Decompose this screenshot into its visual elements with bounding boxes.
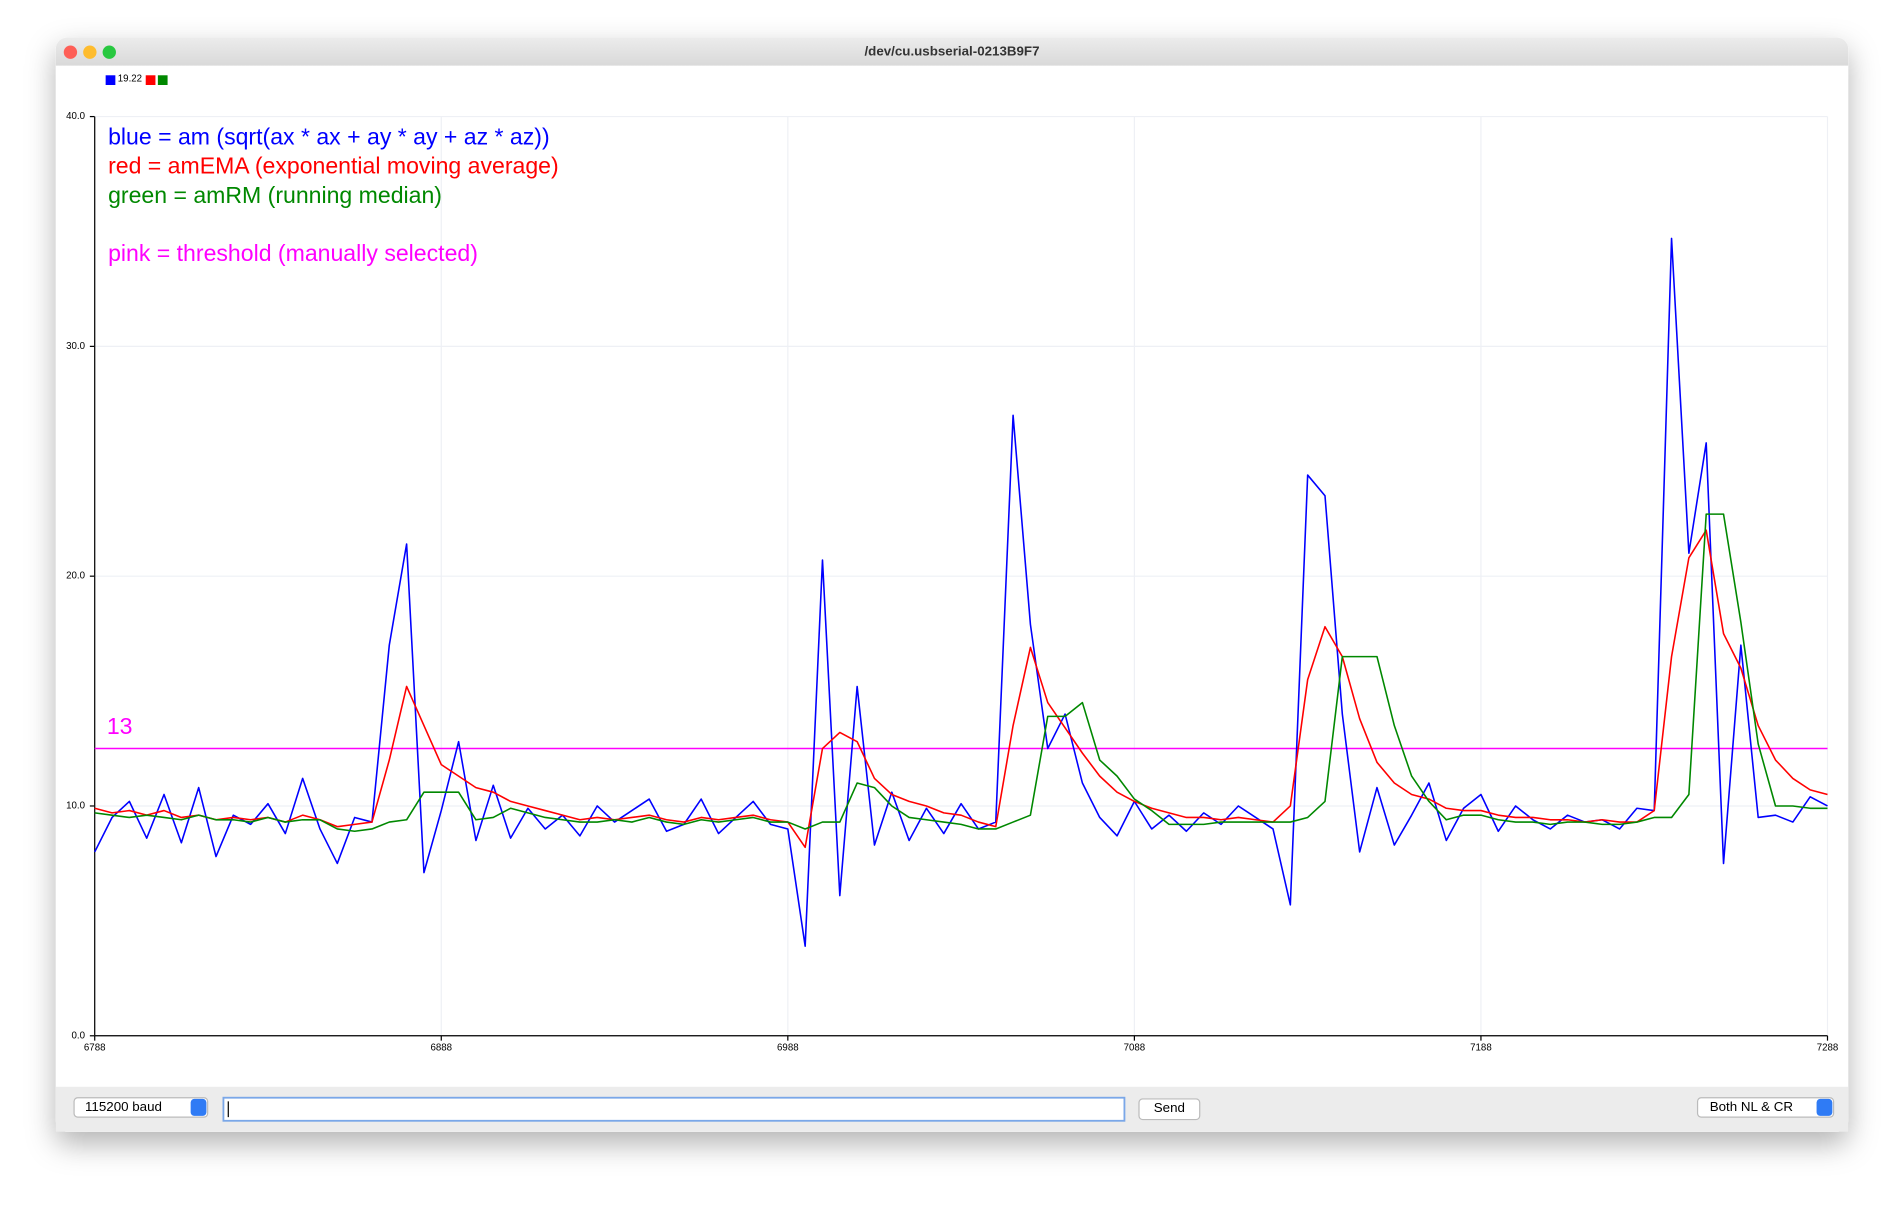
legend-swatch (157, 75, 168, 85)
message-input[interactable] (222, 1096, 1126, 1122)
series-line (94, 529, 1828, 849)
baud-select-arrow[interactable] (190, 1098, 207, 1116)
annotation: green = amRM (running median) (108, 182, 442, 208)
y-tick-label: 40.0 (66, 111, 85, 122)
line-ending-select[interactable] (1696, 1097, 1835, 1118)
legend-label: 19.22 (118, 73, 142, 84)
baud-select[interactable] (73, 1097, 209, 1118)
legend-swatch (145, 75, 156, 85)
minimize-button[interactable] (83, 45, 97, 59)
annotation: blue = am (sqrt(ax * ax + ay * ay + az *… (108, 124, 550, 150)
y-tick-label: 0.0 (72, 1030, 86, 1041)
x-tick-label: 6788 (84, 1042, 106, 1053)
annotation: red = amEMA (exponential moving average) (108, 153, 559, 179)
line-ending-label: Both NL & CR (1710, 1099, 1794, 1114)
x-tick-label: 6988 (777, 1042, 799, 1053)
x-tick-label: 7088 (1124, 1042, 1146, 1053)
send-label: Send (1154, 1100, 1185, 1115)
threshold-label: 13 (107, 713, 133, 739)
zoom-button[interactable] (102, 45, 116, 59)
send-button[interactable] (1138, 1098, 1201, 1121)
x-tick-label: 7288 (1817, 1042, 1839, 1053)
y-tick-label: 30.0 (66, 341, 85, 352)
close-button[interactable] (63, 45, 78, 59)
series-line (94, 513, 1828, 833)
window (55, 37, 1849, 1132)
annotation: pink = threshold (manually selected) (108, 240, 478, 266)
line-ending-arrow[interactable] (1816, 1098, 1833, 1116)
x-tick-label: 6888 (430, 1042, 452, 1053)
x-tick-label: 7188 (1470, 1042, 1492, 1053)
y-tick-label: 10.0 (66, 801, 85, 812)
title-bar (55, 37, 1849, 66)
baud-label: 115200 baud (85, 1099, 162, 1114)
plot: 0.0 10.0 20.0 30.0 40.0 6788 6888 6988 7088 7188 7… (66, 73, 1838, 1053)
legend-swatch (105, 75, 116, 85)
window-title: /dev/cu.usbserial-0213B9F7 (864, 44, 1039, 59)
y-tick-label: 20.0 (66, 571, 85, 582)
